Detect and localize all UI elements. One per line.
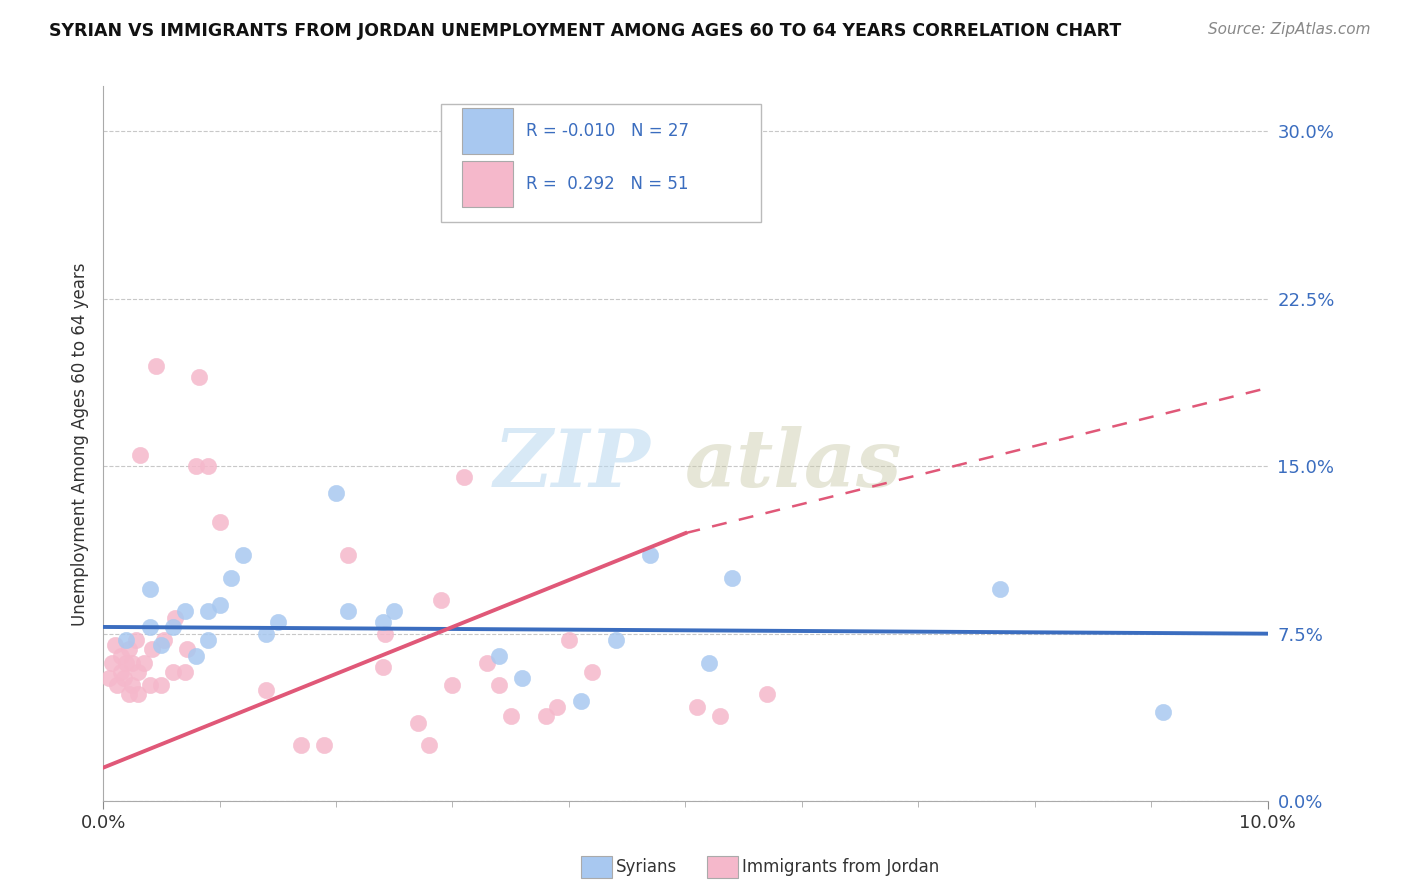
Point	[336, 604, 359, 618]
Point	[138, 678, 160, 692]
Point	[150, 638, 173, 652]
Point	[208, 598, 231, 612]
Point	[488, 678, 510, 692]
Point	[127, 687, 149, 701]
Point	[569, 694, 592, 708]
Point	[546, 700, 568, 714]
Text: atlas: atlas	[685, 426, 903, 504]
Point	[314, 739, 336, 753]
Point	[110, 665, 132, 679]
Point	[534, 709, 557, 723]
Point	[138, 582, 160, 596]
Point	[101, 656, 124, 670]
Point	[197, 633, 219, 648]
Point	[112, 671, 135, 685]
Text: ZIP: ZIP	[494, 426, 651, 504]
Point	[371, 615, 394, 630]
Point	[187, 369, 209, 384]
FancyBboxPatch shape	[461, 161, 513, 207]
Point	[110, 648, 132, 663]
Point	[121, 656, 143, 670]
Point	[374, 626, 396, 640]
Text: Source: ZipAtlas.com: Source: ZipAtlas.com	[1208, 22, 1371, 37]
Point	[186, 459, 208, 474]
Point	[605, 633, 627, 648]
Point	[115, 656, 138, 670]
Point	[336, 549, 359, 563]
Point	[581, 665, 603, 679]
Point	[325, 486, 347, 500]
Point	[232, 549, 254, 563]
FancyBboxPatch shape	[461, 108, 513, 153]
Point	[97, 671, 120, 685]
Point	[141, 642, 163, 657]
Point	[755, 687, 778, 701]
Point	[988, 582, 1011, 596]
Point	[1152, 705, 1174, 719]
Point	[197, 604, 219, 618]
Point	[118, 687, 141, 701]
Point	[512, 671, 534, 685]
Point	[138, 620, 160, 634]
Point	[499, 709, 522, 723]
Point	[640, 549, 662, 563]
Point	[709, 709, 731, 723]
Point	[162, 665, 184, 679]
Point	[118, 642, 141, 657]
Y-axis label: Unemployment Among Ages 60 to 64 years: Unemployment Among Ages 60 to 64 years	[72, 262, 89, 625]
Point	[173, 665, 195, 679]
Text: Immigrants from Jordan: Immigrants from Jordan	[742, 858, 939, 876]
Point	[121, 678, 143, 692]
Point	[125, 633, 148, 648]
Text: Syrians: Syrians	[616, 858, 678, 876]
Point	[721, 571, 744, 585]
Point	[127, 665, 149, 679]
Point	[186, 648, 208, 663]
Point	[254, 682, 277, 697]
Point	[290, 739, 312, 753]
Point	[197, 459, 219, 474]
Point	[176, 642, 198, 657]
Point	[162, 620, 184, 634]
Point	[418, 739, 440, 753]
Point	[453, 470, 475, 484]
Point	[697, 656, 720, 670]
Point	[173, 604, 195, 618]
Point	[406, 716, 429, 731]
Point	[104, 638, 127, 652]
Text: R =  0.292   N = 51: R = 0.292 N = 51	[526, 175, 689, 193]
Point	[441, 678, 464, 692]
Point	[267, 615, 290, 630]
Point	[132, 656, 155, 670]
Point	[558, 633, 581, 648]
Point	[150, 678, 173, 692]
Point	[430, 593, 453, 607]
Text: R = -0.010   N = 27: R = -0.010 N = 27	[526, 121, 689, 140]
Point	[371, 660, 394, 674]
Point	[152, 633, 174, 648]
Point	[488, 648, 510, 663]
Text: SYRIAN VS IMMIGRANTS FROM JORDAN UNEMPLOYMENT AMONG AGES 60 TO 64 YEARS CORRELAT: SYRIAN VS IMMIGRANTS FROM JORDAN UNEMPLO…	[49, 22, 1122, 40]
Point	[165, 611, 187, 625]
Point	[686, 700, 709, 714]
Point	[115, 633, 138, 648]
Point	[477, 656, 499, 670]
Point	[382, 604, 405, 618]
Point	[254, 626, 277, 640]
Point	[219, 571, 242, 585]
FancyBboxPatch shape	[441, 104, 761, 222]
Point	[129, 448, 152, 462]
Point	[208, 515, 231, 529]
Point	[105, 678, 128, 692]
Point	[145, 359, 167, 373]
